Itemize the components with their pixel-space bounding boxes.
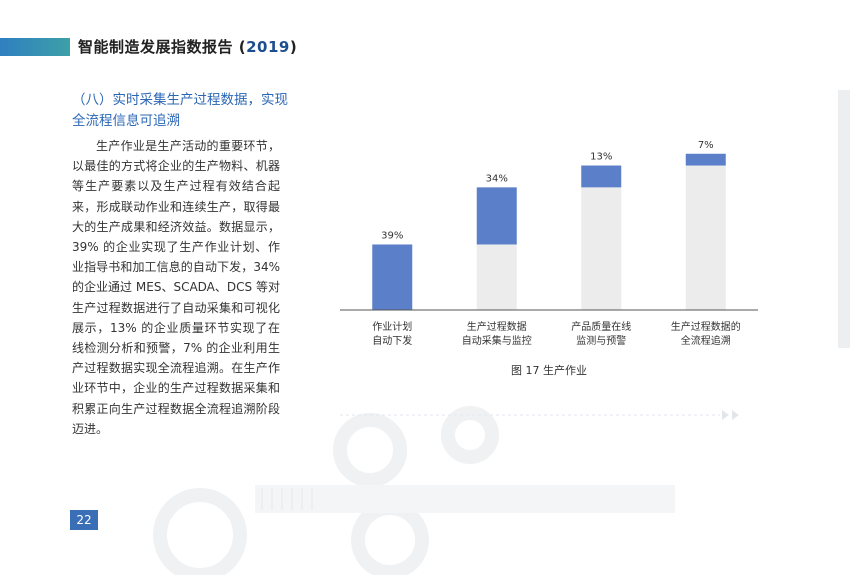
section-heading: （八）实时采集生产过程数据，实现全流程信息可追溯: [72, 92, 288, 129]
category-label-3-1: 全流程追溯: [681, 334, 731, 347]
category-label-3-0: 生产过程数据的: [671, 320, 741, 333]
decorative-gears: [153, 406, 739, 575]
data-label-2: 13%: [590, 152, 612, 163]
bar-base-2: [581, 187, 622, 310]
report-title-close: ): [289, 38, 298, 56]
report-year: 2019: [246, 38, 290, 56]
body-paragraph: 生产作业是生产活动的重要环节，以最佳的方式将企业的生产物料、机器等生产要素以及生…: [72, 139, 280, 436]
page-number: 22: [70, 510, 98, 530]
data-label-3: 7%: [698, 140, 714, 151]
bar-value-3: [685, 153, 726, 166]
report-title-text: 智能制造发展指数报告 (: [78, 38, 247, 56]
data-label-1: 34%: [486, 173, 508, 184]
side-scroll-strip: [838, 90, 850, 348]
report-title: 智能制造发展指数报告 (2019): [78, 36, 297, 57]
bar-base-1: [476, 244, 517, 310]
bar-value-0: [372, 244, 413, 310]
figure-caption: 图 17 生产作业: [511, 364, 587, 377]
bar-value-2: [581, 165, 622, 188]
category-label-0-0: 作业计划: [372, 320, 412, 333]
data-label-0: 39%: [381, 230, 403, 241]
header-accent-bar: [0, 38, 70, 56]
bar-base-3: [685, 165, 726, 310]
category-label-2-1: 监测与预警: [576, 334, 626, 347]
category-label-1-1: 自动采集与监控: [462, 334, 532, 347]
category-label-0-1: 自动下发: [372, 334, 412, 347]
category-label-2-0: 产品质量在线: [571, 320, 631, 333]
bar-value-1: [476, 187, 517, 245]
category-label-1-0: 生产过程数据: [467, 320, 527, 333]
